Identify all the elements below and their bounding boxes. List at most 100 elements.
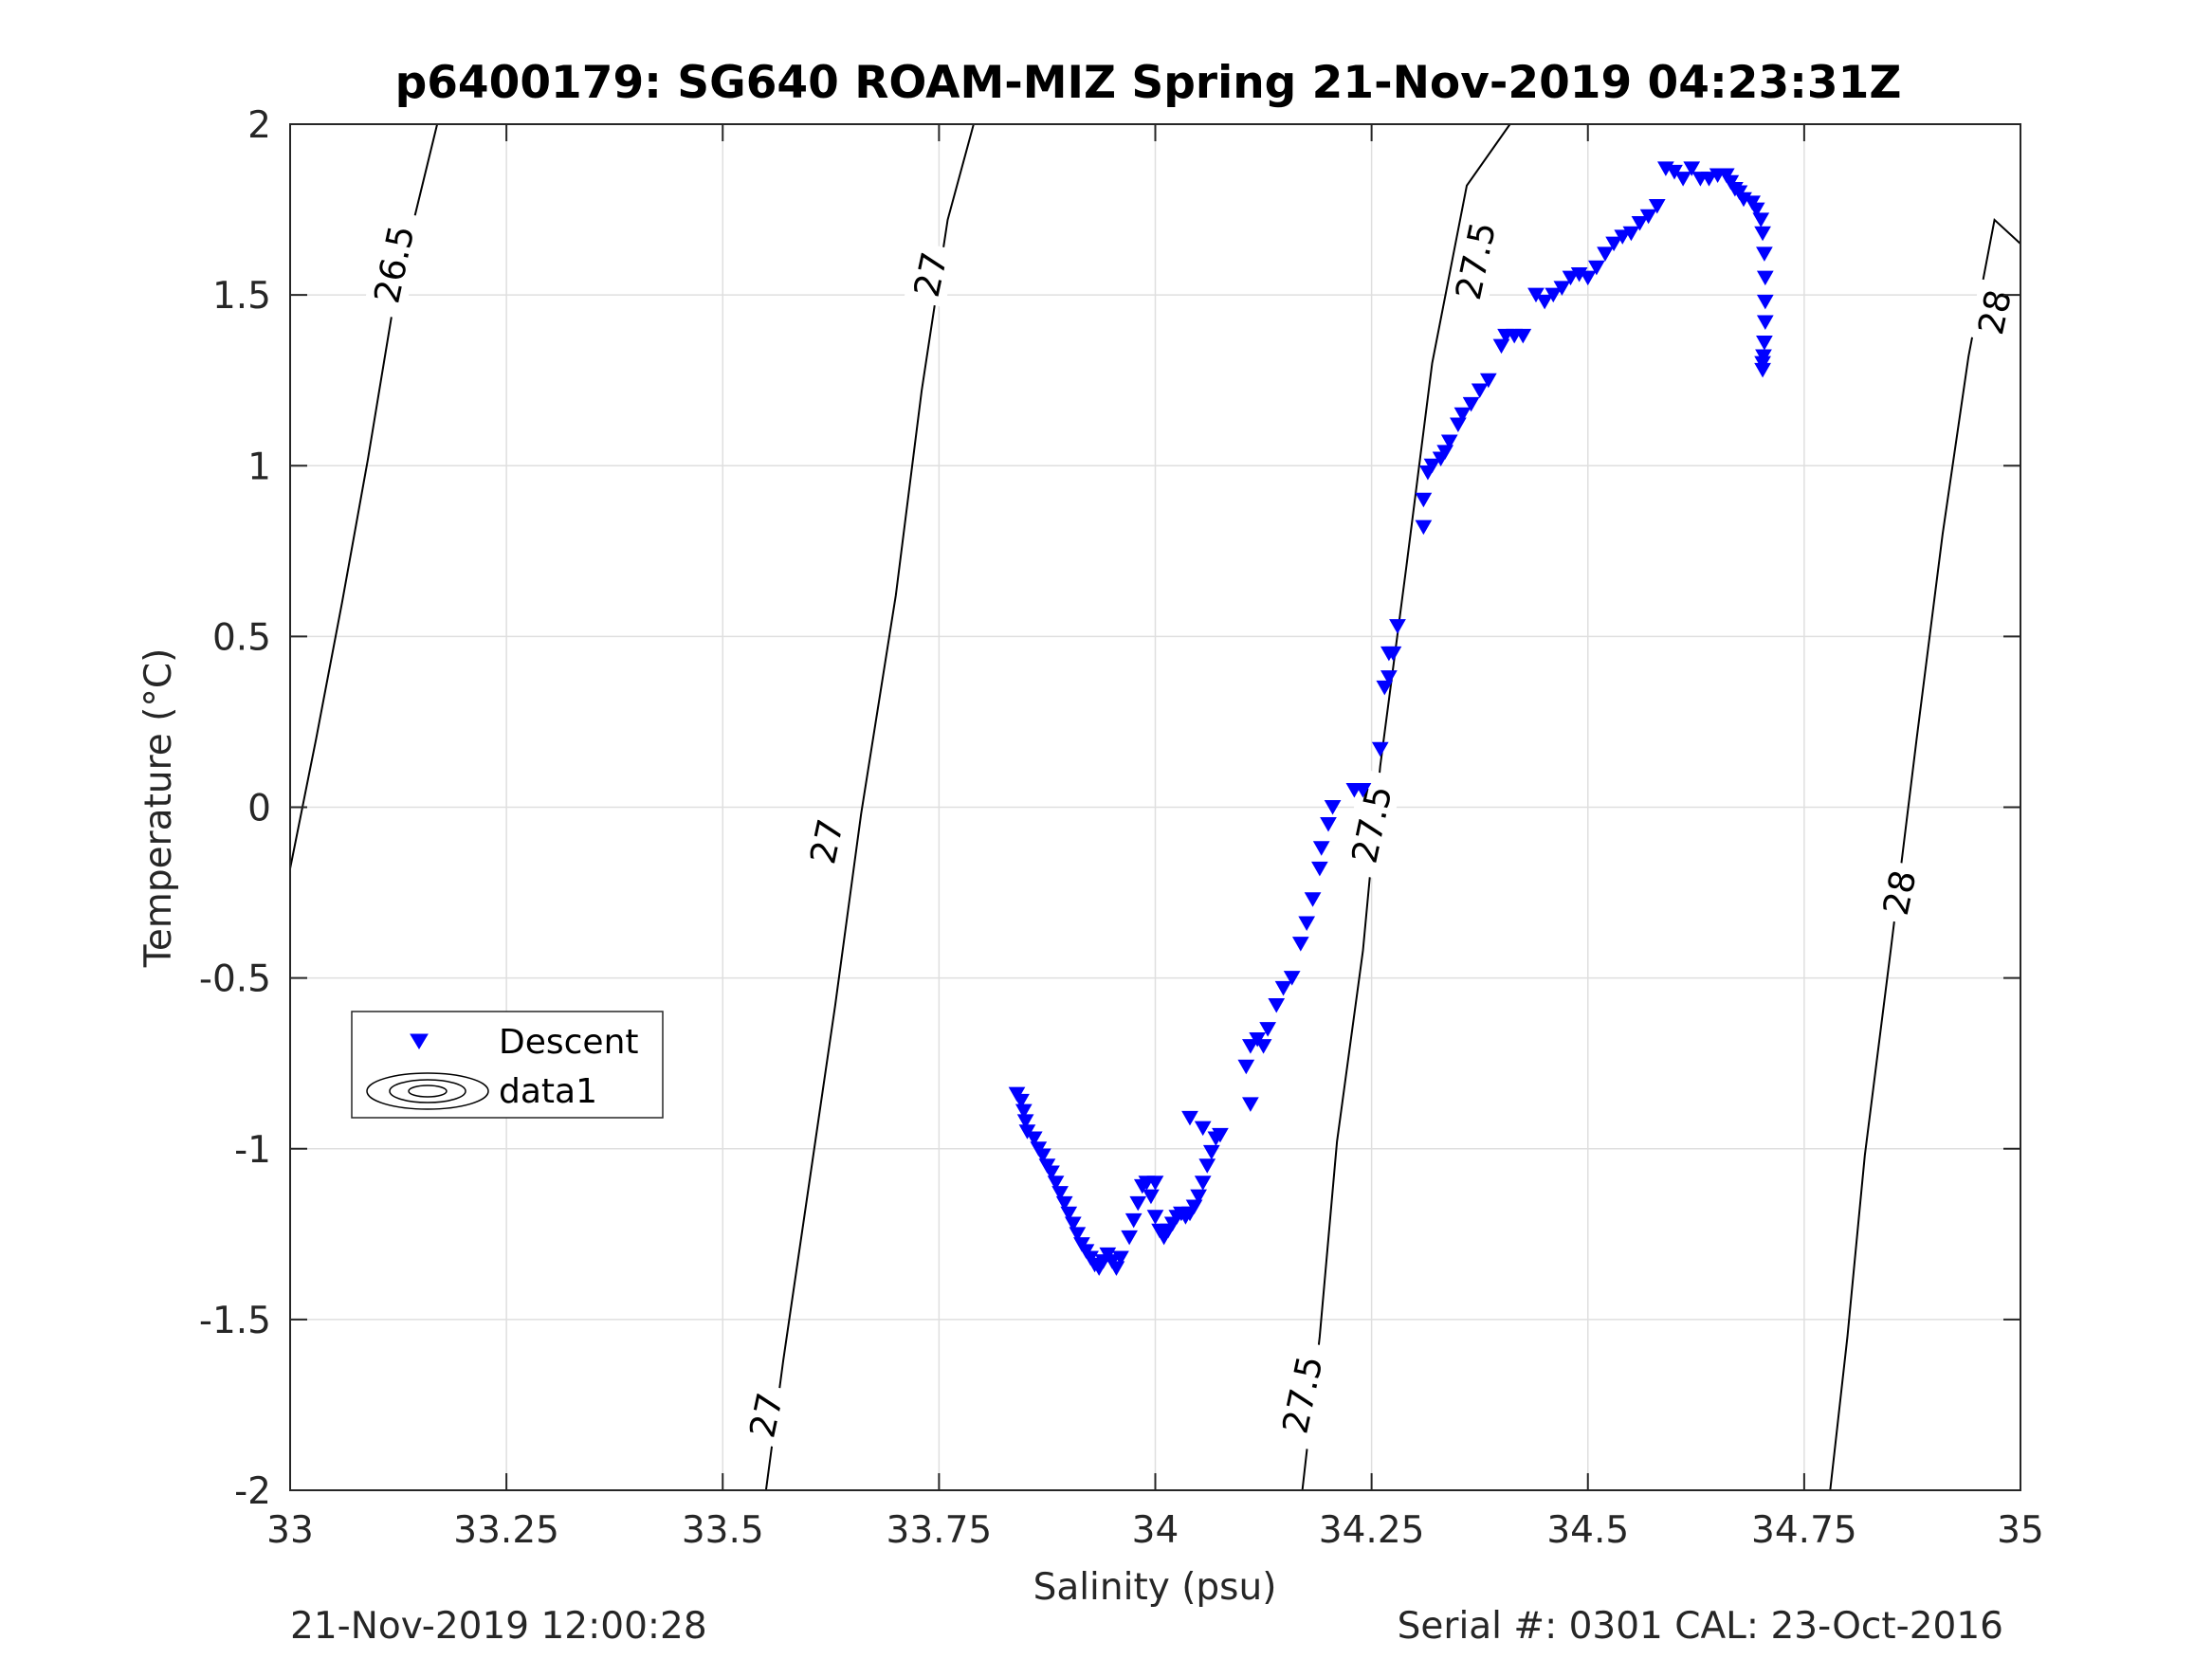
descent-point (1453, 407, 1472, 423)
x-tick-label: 34 (1132, 1509, 1179, 1552)
descent-point (1181, 1110, 1198, 1126)
descent-point (1622, 226, 1640, 242)
contour-label: 27 (802, 815, 851, 867)
legend-data1-label: data1 (499, 1072, 597, 1111)
descent-point (1605, 236, 1622, 252)
descent-point (1756, 270, 1774, 286)
descent-point (1304, 892, 1322, 907)
x-tick-label: 33.75 (887, 1509, 993, 1552)
descent-point (1631, 215, 1649, 231)
descent-point (1756, 294, 1774, 310)
y-tick-label: -0.5 (199, 958, 271, 1001)
x-axis-ticks: 33 33.25 33.5 33.75 34 34.25 34.5 34.75 35 (266, 124, 2044, 1552)
x-axis-label: Salinity (psu) (1033, 1566, 1277, 1609)
contour-label: 27 (906, 248, 956, 301)
descent-point (1274, 980, 1292, 996)
descent-point (1060, 1206, 1078, 1222)
descent-point (1043, 1165, 1060, 1180)
y-tick-label: 0.5 (212, 616, 271, 659)
descent-point (1146, 1210, 1164, 1225)
legend-descent-marker (410, 1033, 429, 1049)
x-tick-label: 33.25 (453, 1509, 559, 1552)
y-tick-label: -1.5 (199, 1300, 271, 1342)
y-tick-label: -1 (234, 1129, 271, 1172)
descent-point (1747, 202, 1765, 218)
descent-point (1752, 212, 1770, 228)
descent-point (1055, 1195, 1073, 1212)
descent-point (1064, 1216, 1082, 1232)
contour-label-bg (799, 808, 853, 875)
descent-point (1588, 260, 1605, 276)
footer-serial-cal: Serial #: 0301 CAL: 23-Oct-2016 (1397, 1605, 2003, 1648)
descent-point (1536, 294, 1553, 310)
descent-point (1371, 741, 1389, 757)
descent-point (1242, 1039, 1259, 1054)
contour-label-bg (362, 209, 426, 320)
descent-point (1479, 373, 1497, 389)
descent-point (1283, 971, 1301, 986)
y-tick-label: 1.5 (212, 275, 271, 318)
descent-point (1639, 209, 1657, 225)
descent-point (1683, 161, 1701, 176)
x-tick-label: 34.25 (1319, 1509, 1425, 1552)
descent-point (1185, 1199, 1203, 1214)
descent-point (1700, 172, 1718, 187)
descent-point (1756, 246, 1773, 262)
descent-point (1121, 1230, 1138, 1246)
descent-point (1597, 246, 1614, 262)
descent-point (1124, 1212, 1143, 1229)
contour-label-bg (1340, 769, 1403, 880)
descent-point (1562, 270, 1580, 286)
descent-point (1440, 434, 1458, 450)
x-tick-label: 35 (1997, 1509, 2044, 1552)
descent-point (1259, 1022, 1276, 1037)
descent-point (1198, 1158, 1216, 1174)
descent-point (1756, 315, 1774, 330)
descent-point (1754, 226, 1771, 242)
descent-point (1648, 198, 1666, 214)
descent-point (1069, 1227, 1087, 1242)
descent-point (1194, 1121, 1212, 1137)
descent-point (1389, 619, 1406, 634)
legend: Descent data1 (351, 1011, 664, 1119)
descent-point (1492, 338, 1510, 355)
descent-point (1545, 287, 1563, 303)
descent-point (1298, 916, 1316, 931)
descent-point (1514, 328, 1532, 344)
y-tick-label: 1 (247, 446, 271, 488)
legend-contour-icon (366, 1072, 489, 1110)
descent-markers (1008, 161, 1774, 1276)
descent-point (1450, 417, 1467, 433)
descent-point (1254, 1039, 1272, 1054)
descent-point (1324, 800, 1342, 815)
isopycnal-line (1301, 123, 1511, 1491)
descent-point (1107, 1261, 1125, 1276)
y-axis-label: Temperature (°C) (137, 648, 180, 969)
descent-point (1614, 229, 1632, 245)
descent-point (1129, 1195, 1147, 1212)
descent-point (1242, 1097, 1259, 1112)
descent-point (1579, 270, 1597, 286)
descent-point (1354, 782, 1372, 798)
descent-point (1202, 1144, 1220, 1160)
descent-point (1051, 1186, 1069, 1201)
descent-point (1013, 1093, 1030, 1109)
descent-point (1380, 670, 1398, 685)
legend-descent-label: Descent (499, 1023, 639, 1062)
descent-point (1754, 362, 1771, 378)
descent-point (1237, 1059, 1255, 1075)
contour-label: 27 (741, 1389, 791, 1441)
y-tick-label: 0 (247, 788, 271, 830)
y-tick-label: -2 (234, 1470, 271, 1513)
contour-label-bg (1444, 205, 1508, 317)
x-tick-label: 33 (266, 1509, 314, 1552)
descent-point (1436, 445, 1454, 460)
descent-point (1311, 861, 1328, 877)
chart-title: p6400179: SG640 ROAM-MIZ Spring 21-Nov-2… (395, 57, 1902, 109)
descent-point (1112, 1250, 1129, 1267)
descent-point (1423, 458, 1441, 474)
descent-point (1034, 1148, 1051, 1163)
y-tick-label: 2 (247, 104, 271, 147)
contour-label-bg (1873, 859, 1927, 926)
contour-label-bg (739, 1381, 793, 1449)
